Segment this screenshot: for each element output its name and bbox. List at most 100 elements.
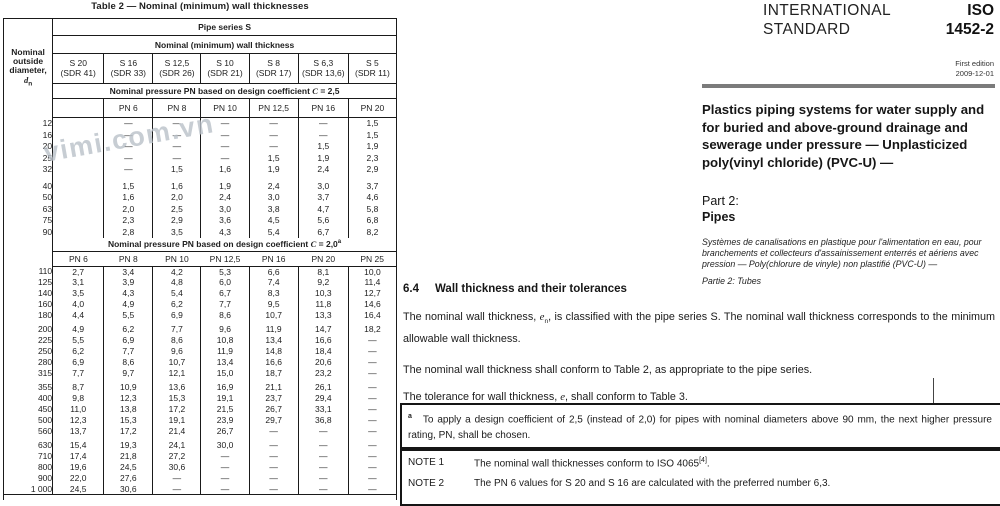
value-cell: — [152,141,201,153]
series-column-header: S 6,3 (SDR 13,6) [297,53,349,84]
header-row-series: S 20 (SDR 41) S 16 (SDR 33) S 12,5 (SDR 26) S … [4,53,397,84]
note-1-text-b: . [706,458,710,470]
value-cell: 3,7 [297,192,349,204]
value-cell: 27,2 [152,451,201,463]
dn-cell: 560 [3,425,54,437]
value-cell: 7,7 [152,324,201,336]
spacer-cell [297,436,349,441]
value-cell: 4,3 [200,226,250,238]
value-cell: 5,6 [297,215,349,227]
value-cell: 1,5 [103,180,153,192]
spacer-cell [52,175,104,181]
value-cell: 7,4 [248,277,299,289]
value-cell: 2,0 [152,192,201,204]
dn-cell: 16 [3,129,54,141]
dn-cell: 40 [3,180,54,192]
value-cell: 4,9 [103,298,153,310]
value-cell [52,164,104,176]
value-cell: 1,5 [152,164,201,176]
value-cell: 21,8 [103,451,153,463]
value-cell: 20,6 [297,356,349,368]
value-cell: 17,2 [152,404,201,415]
value-cell: 3,1 [52,277,104,289]
value-cell: 9,6 [152,346,201,357]
pressure-header-row-c25: Nominal pressure PN based on design coef… [4,83,397,99]
dn-cell: 75 [3,215,54,227]
value-cell: — [200,462,250,473]
value-cell: — [347,346,397,357]
value-cell: 2,4 [297,164,349,176]
spacer-cell [347,436,397,441]
paragraph-nominal-thickness: The nominal wall thickness, en, is class… [403,309,995,347]
series-column-header: S 10 (SDR 21) [200,53,250,84]
value-cell: 17,2 [103,425,153,437]
value-cell: 5,5 [52,335,104,347]
spacer-cell [152,378,201,383]
value-cell: 15,3 [103,414,153,426]
pn-label: PN 8 [103,251,153,267]
group-spacer-row [3,378,397,383]
value-cell: — [347,356,397,368]
spacer-cell [3,378,54,383]
value-cell: 3,5 [152,226,201,238]
spacer-cell [3,320,54,325]
table-footnote-stub [3,494,397,500]
value-cell: 11,9 [248,324,299,336]
spacer-cell [103,436,153,441]
spacer-cell [248,378,299,383]
value-cell: 29,7 [248,414,299,426]
table-data-row: 800 19,6 24,5 30,6— — — — [3,462,397,473]
spacer-cell [248,436,299,441]
value-cell: — [152,483,201,495]
spacer-cell [103,378,153,383]
table-data-row: 40 1,5 1,6 1,9 2,4 3,0 3,7 [3,180,397,192]
dn-cell: 630 [3,440,54,452]
value-cell: 12,3 [103,393,153,405]
dn-cell: 140 [3,288,54,299]
org-name: INTERNATIONAL STANDARD [763,2,891,39]
value-cell: 4,2 [152,266,201,278]
value-cell: 33,1 [297,404,349,415]
dn-cell: 710 [3,451,54,463]
value-cell: — [347,425,397,437]
series-column-header: S 12,5 (SDR 26) [152,53,201,84]
value-cell: 12,3 [52,414,104,426]
table-data-row: 16— — — — —1,5 [3,129,397,141]
dn-cell: 20 [3,141,54,153]
note-1: NOTE 1 The nominal wall thicknesses conf… [408,457,992,469]
footnote-a-box: a To apply a design coefficient of 2,5 (i… [400,403,1000,451]
value-cell: 29,4 [297,393,349,405]
table-data-row: 225 5,5 6,9 8,6 10,8 13,4 16,6— [3,335,397,347]
value-cell: 4,0 [52,298,104,310]
spacer-cell [248,320,299,325]
spacer-cell [200,378,250,383]
edition-date: 2009-12-01 [955,68,994,78]
note-1-label: NOTE 1 [408,457,445,468]
french-part-title: Partie 2: Tubes [702,276,762,287]
value-cell: 14,7 [297,324,349,336]
notes-box: NOTE 1 The nominal wall thicknesses conf… [400,447,1000,506]
value-cell: 2,3 [103,215,153,227]
value-cell: — [103,141,153,153]
value-cell: 13,6 [152,382,201,394]
pn-label: PN 20 [347,98,397,118]
series-column-header: S 20 (SDR 41) [52,53,104,84]
value-cell: 7,7 [103,346,153,357]
standard-code: ISO [967,2,994,19]
value-cell: — [248,129,299,141]
note-2: NOTE 2 The PN 6 values for S 20 and S 16… [408,478,992,489]
value-cell: — [152,117,201,130]
value-cell: 15,0 [200,367,250,379]
pn-label: PN 6 [52,251,104,267]
spacer-cell [347,175,397,181]
pn-label: PN 10 [200,98,250,118]
value-cell: 1,5 [347,117,397,130]
value-cell: 3,5 [52,288,104,299]
spacer-cell [103,175,153,181]
paragraph-text: , is classified with the pipe series S. … [403,311,995,345]
value-cell: 16,9 [200,382,250,394]
value-cell: 18,7 [248,367,299,379]
value-cell: — [347,335,397,347]
value-cell: 1,9 [200,180,250,192]
value-cell: — [103,117,153,130]
